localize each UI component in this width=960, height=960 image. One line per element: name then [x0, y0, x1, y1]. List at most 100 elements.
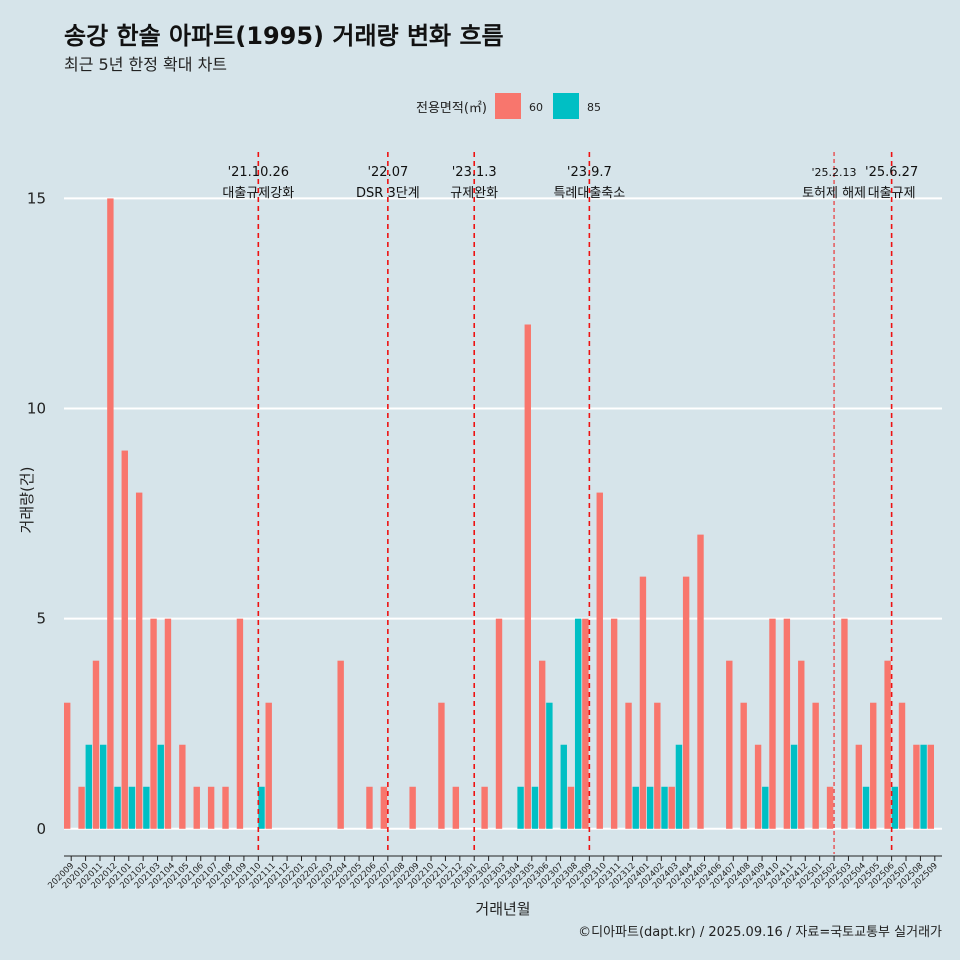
bar-60-202306 [538, 660, 546, 829]
event-date: '25.2.13 [812, 166, 857, 179]
y-axis-ticks: 0 5 10 15 [27, 189, 46, 837]
bar-60-202207 [380, 786, 388, 829]
bar-60-202109 [236, 618, 244, 829]
event-label: 규제완화 [450, 186, 498, 201]
bar-85-202409 [762, 786, 769, 829]
bar-60-202111 [265, 702, 272, 829]
bar-60-202505 [870, 702, 877, 829]
bar-60-202311 [610, 618, 618, 829]
bars [64, 198, 935, 829]
bar-85-202506 [891, 786, 899, 829]
y-tick-label: 5 [36, 610, 46, 628]
bar-60-202101 [121, 450, 128, 829]
bar-60-202305 [524, 324, 531, 829]
bar-85-202504 [862, 786, 870, 829]
bar-60-202212 [452, 786, 460, 829]
bar-85-202402 [661, 786, 668, 829]
bar-60-202504 [855, 744, 863, 829]
bar-60-202104 [164, 618, 172, 829]
bar-60-202303 [495, 618, 503, 829]
event-date: '23.9.7 [567, 165, 612, 180]
bar-60-202401 [639, 576, 647, 829]
bar-85-202306 [546, 702, 553, 829]
bar-85-202101 [128, 786, 136, 829]
bar-85-202011 [99, 744, 107, 829]
bar-85-202012 [114, 786, 121, 829]
bar-60-202404 [682, 576, 690, 829]
legend-title: 전용면적(㎡) [416, 101, 487, 116]
x-axis-label: 거래년월 [475, 900, 530, 918]
bar-60-202411 [783, 618, 791, 829]
bar-85-202010 [85, 744, 92, 829]
bar-60-202209 [409, 786, 416, 829]
bar-85-202508 [920, 744, 927, 829]
event-label: 특례대출축소 [553, 186, 625, 201]
chart-subtitle: 최근 5년 한정 확대 차트 [64, 55, 227, 74]
legend-swatch-60 [495, 93, 521, 119]
bar-60-202403 [668, 786, 675, 829]
y-tick-label: 10 [27, 400, 46, 418]
caption: ©디아파트(dapt.kr) / 2025.09.16 / 자료=국토교통부 실… [578, 925, 942, 940]
bar-60-202211 [438, 702, 445, 829]
bar-60-202502 [826, 786, 834, 829]
bar-60-202308 [567, 786, 575, 829]
bar-60-202102 [135, 492, 143, 829]
bar-60-202507 [898, 702, 906, 829]
event-label: 대출규제 [868, 186, 916, 201]
event-lines: '21.10.26 대출규제강화 '22.07 DSR 3단계 '23.1.3 규제완화 '… [222, 152, 918, 854]
bar-60-202503 [841, 618, 848, 829]
bar-60-202405 [697, 534, 704, 829]
chart-title: 송강 한솔 아파트(1995) 거래량 변화 흐름 [64, 22, 504, 50]
bar-60-202010 [78, 786, 85, 829]
x-axis: 2020092020102020112020122021012021022021… [46, 855, 942, 891]
bar-85-202312 [632, 786, 639, 829]
bar-60-202012 [107, 198, 114, 829]
bar-60-202506 [884, 660, 891, 829]
legend: 전용면적(㎡) 60 85 [416, 93, 601, 119]
bar-60-202312 [625, 702, 632, 829]
bar-85-202304 [517, 786, 524, 829]
bar-60-202409 [754, 744, 762, 829]
bar-60-202508 [913, 744, 920, 829]
legend-label-85: 85 [587, 101, 601, 114]
bar-60-202501 [812, 702, 819, 829]
bar-60-202412 [798, 660, 805, 829]
y-tick-label: 0 [36, 820, 46, 838]
bar-60-202410 [769, 618, 776, 829]
bar-85-202403 [675, 744, 683, 829]
bar-60-202509 [927, 744, 935, 829]
event-date: '21.10.26 [228, 165, 289, 180]
event-date: '23.1.3 [452, 165, 497, 180]
bar-85-202305 [531, 786, 539, 829]
bar-85-202411 [790, 744, 798, 829]
bar-85-202401 [646, 786, 654, 829]
bar-60-202011 [92, 660, 100, 829]
gridlines [64, 197, 942, 830]
bar-60-202108 [222, 786, 229, 829]
bar-60-202106 [193, 786, 200, 829]
bar-60-202408 [740, 702, 747, 829]
bar-85-202110 [258, 786, 265, 829]
event-label: 대출규제강화 [222, 186, 294, 201]
bar-60-202407 [726, 660, 733, 829]
bar-85-202103 [157, 744, 164, 829]
y-axis-label: 거래량(건) [18, 467, 36, 534]
bar-60-202204 [337, 660, 344, 829]
event-label: DSR 3단계 [356, 186, 420, 201]
bar-60-202310 [596, 492, 603, 829]
bar-60-202107 [207, 786, 215, 829]
bar-60-202402 [654, 702, 661, 829]
event-date: '22.07 [367, 165, 408, 180]
bar-60-202009 [64, 702, 71, 829]
bar-60-202105 [179, 744, 186, 829]
event-date: '25.6.27 [865, 165, 918, 180]
bar-85-202307 [560, 744, 567, 829]
legend-label-60: 60 [529, 101, 543, 114]
bar-60-202103 [150, 618, 157, 829]
event-label: 토허제 해제 [802, 186, 866, 201]
bar-60-202302 [481, 786, 488, 829]
bar-60-202309 [582, 618, 589, 829]
bar-60-202206 [366, 786, 373, 829]
legend-swatch-85 [553, 93, 579, 119]
